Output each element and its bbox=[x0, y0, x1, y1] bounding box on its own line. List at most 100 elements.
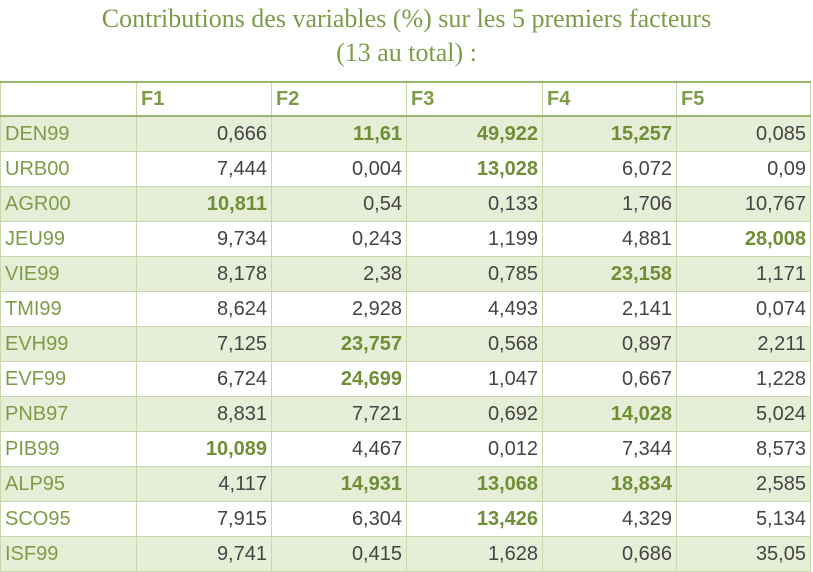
row-variable-name: SCO95 bbox=[0, 501, 137, 537]
value-cell-f4: 0,686 bbox=[542, 536, 677, 572]
value-cell-f4: 4,329 bbox=[542, 501, 677, 537]
row-variable-name: JEU99 bbox=[0, 221, 137, 257]
value-cell-f5: 5,134 bbox=[676, 501, 811, 537]
header-row: F1 F2 F3 F4 F5 bbox=[0, 81, 811, 117]
value-cell-f3: 0,012 bbox=[406, 431, 543, 467]
value-cell-f5: 2,585 bbox=[676, 466, 811, 502]
row-variable-name: AGR00 bbox=[0, 186, 137, 222]
value-cell-f2: 2,38 bbox=[271, 256, 407, 292]
row-variable-name: ALP95 bbox=[0, 466, 137, 502]
row-variable-name: ISF99 bbox=[0, 536, 137, 572]
value-cell-f4: 1,706 bbox=[542, 186, 677, 222]
value-cell-f2: 4,467 bbox=[271, 431, 407, 467]
value-cell-f4: 0,667 bbox=[542, 361, 677, 397]
table-row: PNB97 8,831 7,721 0,692 14,028 5,024 bbox=[0, 396, 811, 432]
value-cell-f5: 0,09 bbox=[676, 151, 811, 187]
value-cell-f1: 9,734 bbox=[136, 221, 272, 257]
value-cell-f3: 0,692 bbox=[406, 396, 543, 432]
value-cell-f4: 0,897 bbox=[542, 326, 677, 362]
value-cell-f2: 0,415 bbox=[271, 536, 407, 572]
value-cell-f1: 0,666 bbox=[136, 116, 272, 152]
value-cell-f2: 11,61 bbox=[271, 116, 407, 152]
value-cell-f2: 0,004 bbox=[271, 151, 407, 187]
header-cell-f1: F1 bbox=[136, 81, 272, 117]
value-cell-f5: 10,767 bbox=[676, 186, 811, 222]
value-cell-f4: 23,158 bbox=[542, 256, 677, 292]
value-cell-f4: 2,141 bbox=[542, 291, 677, 327]
row-variable-name: PNB97 bbox=[0, 396, 137, 432]
table-row: EVH99 7,125 23,757 0,568 0,897 2,211 bbox=[0, 326, 811, 362]
title-line-1: Contributions des variables (%) sur les … bbox=[101, 4, 712, 33]
value-cell-f3: 13,426 bbox=[406, 501, 543, 537]
value-cell-f3: 49,922 bbox=[406, 116, 543, 152]
value-cell-f3: 1,047 bbox=[406, 361, 543, 397]
table-row: AGR00 10,811 0,54 0,133 1,706 10,767 bbox=[0, 186, 811, 222]
row-variable-name: DEN99 bbox=[0, 116, 137, 152]
value-cell-f1: 8,624 bbox=[136, 291, 272, 327]
value-cell-f5: 28,008 bbox=[676, 221, 811, 257]
table-row: TMI99 8,624 2,928 4,493 2,141 0,074 bbox=[0, 291, 811, 327]
header-cell-f5: F5 bbox=[676, 81, 811, 117]
value-cell-f4: 14,028 bbox=[542, 396, 677, 432]
value-cell-f5: 5,024 bbox=[676, 396, 811, 432]
row-variable-name: VIE99 bbox=[0, 256, 137, 292]
value-cell-f1: 7,125 bbox=[136, 326, 272, 362]
table-row: URB00 7,444 0,004 13,028 6,072 0,09 bbox=[0, 151, 811, 187]
value-cell-f3: 0,568 bbox=[406, 326, 543, 362]
value-cell-f1: 6,724 bbox=[136, 361, 272, 397]
value-cell-f2: 0,54 bbox=[271, 186, 407, 222]
table-row: JEU99 9,734 0,243 1,199 4,881 28,008 bbox=[0, 221, 811, 257]
table-row: VIE99 8,178 2,38 0,785 23,158 1,171 bbox=[0, 256, 811, 292]
header-cell-f3: F3 bbox=[406, 81, 543, 117]
value-cell-f1: 8,831 bbox=[136, 396, 272, 432]
value-cell-f2: 0,243 bbox=[271, 221, 407, 257]
value-cell-f3: 13,068 bbox=[406, 466, 543, 502]
value-cell-f4: 15,257 bbox=[542, 116, 677, 152]
table-row: DEN99 0,666 11,61 49,922 15,257 0,085 bbox=[0, 116, 811, 152]
value-cell-f5: 2,211 bbox=[676, 326, 811, 362]
value-cell-f2: 14,931 bbox=[271, 466, 407, 502]
contributions-table: F1 F2 F3 F4 F5 DEN99 0,666 11,61 49,922 15,2… bbox=[0, 81, 811, 572]
table-row: ALP95 4,117 14,931 13,068 18,834 2,585 bbox=[0, 466, 811, 502]
value-cell-f3: 13,028 bbox=[406, 151, 543, 187]
value-cell-f4: 7,344 bbox=[542, 431, 677, 467]
table-row: PIB99 10,089 4,467 0,012 7,344 8,573 bbox=[0, 431, 811, 467]
value-cell-f5: 0,085 bbox=[676, 116, 811, 152]
table-row: SCO95 7,915 6,304 13,426 4,329 5,134 bbox=[0, 501, 811, 537]
value-cell-f4: 4,881 bbox=[542, 221, 677, 257]
value-cell-f1: 7,915 bbox=[136, 501, 272, 537]
value-cell-f1: 7,444 bbox=[136, 151, 272, 187]
value-cell-f5: 1,171 bbox=[676, 256, 811, 292]
value-cell-f4: 6,072 bbox=[542, 151, 677, 187]
value-cell-f2: 2,928 bbox=[271, 291, 407, 327]
value-cell-f1: 8,178 bbox=[136, 256, 272, 292]
value-cell-f5: 35,05 bbox=[676, 536, 811, 572]
value-cell-f1: 10,089 bbox=[136, 431, 272, 467]
value-cell-f5: 0,074 bbox=[676, 291, 811, 327]
row-variable-name: EVH99 bbox=[0, 326, 137, 362]
row-variable-name: PIB99 bbox=[0, 431, 137, 467]
value-cell-f3: 0,133 bbox=[406, 186, 543, 222]
table-body: DEN99 0,666 11,61 49,922 15,257 0,085 URB00 7,4… bbox=[0, 116, 811, 572]
row-variable-name: EVF99 bbox=[0, 361, 137, 397]
header-cell-f2: F2 bbox=[271, 81, 407, 117]
header-cell-variable bbox=[0, 81, 137, 117]
value-cell-f2: 24,699 bbox=[271, 361, 407, 397]
value-cell-f1: 10,811 bbox=[136, 186, 272, 222]
value-cell-f3: 1,199 bbox=[406, 221, 543, 257]
value-cell-f2: 6,304 bbox=[271, 501, 407, 537]
header-cell-f4: F4 bbox=[542, 81, 677, 117]
value-cell-f5: 8,573 bbox=[676, 431, 811, 467]
value-cell-f1: 4,117 bbox=[136, 466, 272, 502]
value-cell-f3: 1,628 bbox=[406, 536, 543, 572]
value-cell-f2: 23,757 bbox=[271, 326, 407, 362]
value-cell-f4: 18,834 bbox=[542, 466, 677, 502]
table-title: Contributions des variables (%) sur les … bbox=[0, 2, 813, 70]
value-cell-f1: 9,741 bbox=[136, 536, 272, 572]
row-variable-name: TMI99 bbox=[0, 291, 137, 327]
table-row: ISF99 9,741 0,415 1,628 0,686 35,05 bbox=[0, 536, 811, 572]
value-cell-f5: 1,228 bbox=[676, 361, 811, 397]
table-row: EVF99 6,724 24,699 1,047 0,667 1,228 bbox=[0, 361, 811, 397]
value-cell-f3: 4,493 bbox=[406, 291, 543, 327]
value-cell-f2: 7,721 bbox=[271, 396, 407, 432]
